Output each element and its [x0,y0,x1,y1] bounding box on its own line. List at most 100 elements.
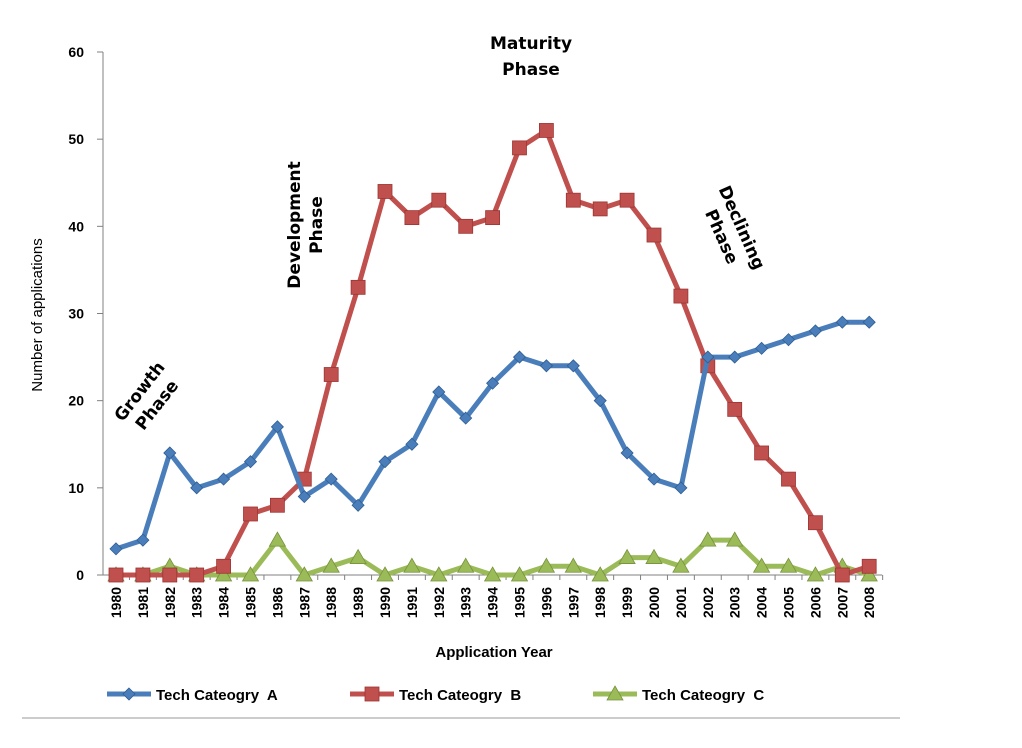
data-point [592,201,608,217]
data-point [806,566,825,582]
x-tick-label: 2008 [861,587,877,618]
data-point [646,227,662,243]
x-tick-label: 1994 [485,587,501,618]
data-point [593,394,607,408]
data-point [214,566,233,582]
legend-label: Tech Cateogry A [156,687,278,704]
y-tick-label: 40 [68,218,84,234]
x-tick-label: 1989 [350,587,366,618]
data-point [618,548,636,564]
data-point [405,437,419,451]
data-point [539,123,554,138]
data-point [645,548,663,564]
y-tick-label: 30 [68,306,84,322]
y-tick-label: 60 [68,44,84,60]
phase-label-line: Development [285,161,305,288]
x-tick-label: 1996 [538,587,554,618]
data-point [808,324,822,338]
data-point [323,367,339,382]
data-point [322,557,340,573]
data-point [620,446,634,460]
data-point [431,192,447,208]
data-point [673,288,689,304]
y-tick-label: 20 [68,393,84,409]
data-point [109,542,123,556]
data-point [808,515,823,531]
data-point [591,566,609,582]
phase-label-line: Maturity [490,34,572,54]
x-tick-label: 2001 [673,587,689,618]
data-point [701,350,715,364]
y-axis-title: Number of applications [29,238,46,391]
data-point [136,533,150,547]
data-point [189,567,205,583]
data-point [699,531,717,547]
data-point [243,455,258,469]
legend-item-a: Tech Cateogry A [107,687,278,704]
legend: Tech Cateogry A Tech Cateogry B Tech Cateo… [107,685,764,704]
data-point [565,192,581,208]
data-point [835,315,849,329]
x-tick-label: 2005 [781,587,797,618]
data-point [779,557,798,573]
data-point [512,140,527,156]
x-tick-label: 1997 [565,587,581,618]
y-tick-label: 0 [76,567,84,583]
series-a [109,315,876,556]
x-tick-label: 1988 [323,587,339,618]
data-point [483,566,502,582]
data-point [378,455,392,469]
data-point [162,567,178,583]
data-point [862,315,876,329]
x-tick-label: 2003 [727,587,743,618]
maturity-phase-label: Maturity Phase [490,34,572,80]
data-point [376,566,394,582]
data-point [486,376,500,390]
x-axis-title: Application Year [435,644,552,661]
data-point [349,548,367,564]
x-tick-label: 1995 [512,587,528,618]
data-point [564,557,582,573]
phase-label-line: Phase [307,196,327,254]
data-point [781,471,796,487]
series-b [108,123,877,583]
data-point [108,567,124,583]
data-point [351,498,365,512]
phase-label-line: Phase [502,60,560,80]
data-point [537,557,556,573]
x-axis: 1980 1981 1982 1983 1984 1985 1986 1987 1988 1989… [103,574,884,618]
data-point [217,472,231,486]
data-point [860,566,878,582]
data-point [297,489,311,504]
data-point [324,472,338,486]
data-point [403,557,421,573]
x-tick-label: 2002 [700,587,716,618]
data-point [619,192,635,208]
data-point [430,566,448,582]
data-point [270,420,284,434]
x-tick-label: 2000 [646,587,662,618]
data-point [404,210,420,226]
data-point [432,385,446,399]
y-tick-label: 50 [68,131,84,147]
x-tick-label: 1992 [431,587,447,618]
data-point [752,557,771,573]
x-tick-label: 1984 [216,587,232,618]
data-point [241,566,260,582]
data-point [350,279,366,295]
data-point [269,497,285,513]
data-point [510,566,529,582]
x-tick-label: 1986 [269,587,285,618]
data-point [781,333,796,347]
data-point [459,411,473,425]
series-layer [107,123,878,583]
legend-marker [364,686,380,702]
data-point [672,557,690,573]
x-tick-label: 1993 [458,587,474,618]
x-tick-label: 1983 [189,587,205,618]
legend-item-c: Tech Cateogry C [593,685,764,704]
data-point [566,359,580,373]
data-point [268,531,287,547]
